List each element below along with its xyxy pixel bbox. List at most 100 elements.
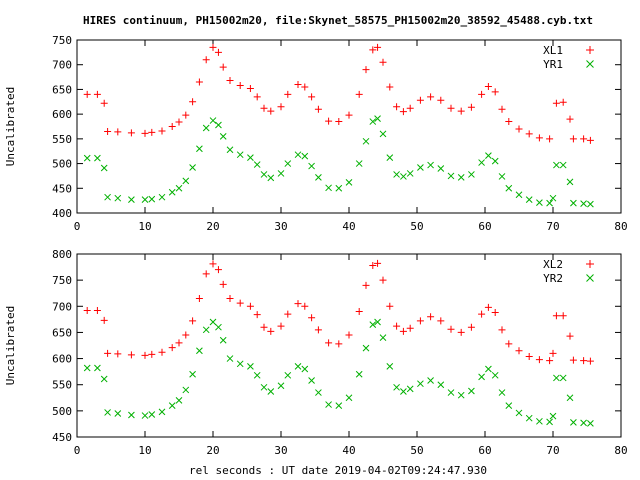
data-point [478,310,486,318]
data-point [355,370,363,378]
data-point [114,194,122,202]
data-point [345,111,353,119]
data-point [427,161,434,169]
data-point [362,137,370,145]
data-point [168,188,176,196]
x-tick-label: 70 [546,220,559,233]
data-point [308,377,315,384]
data-point [141,129,149,137]
data-point [491,157,499,165]
series-YR2 [83,318,594,427]
data-point [406,170,414,177]
y-tick-label: 550 [52,379,72,392]
data-point [277,382,285,390]
x-tick-label: 70 [546,444,559,457]
data-point [168,402,176,409]
data-point [559,98,567,106]
data-point [437,96,445,104]
data-point [189,317,197,325]
data-point [498,389,506,396]
data-point [83,90,91,98]
data-point [355,160,363,167]
data-point [189,98,197,106]
data-point [294,363,302,370]
data-point [345,179,353,186]
data-point [457,174,465,181]
data-point [393,103,401,111]
data-point [525,196,533,204]
data-point [468,387,475,395]
panel-1: 0 10 20 30 40 50 60 70 80 400 450 500 550 600 650 700 75… [4,34,628,233]
legend-marker [586,46,594,54]
data-point [379,130,387,138]
data-point [586,136,594,144]
y-axis-label: Uncalibrated [4,306,17,385]
data-point [484,82,492,90]
data-point [566,115,574,123]
data-point [546,418,553,426]
series-XL2 [83,259,594,365]
data-point [246,84,254,92]
data-point [301,83,309,91]
data-point [158,348,166,356]
data-point [379,58,387,66]
x-tick-label: 20 [206,220,219,233]
data-point [284,310,292,318]
data-point [294,300,302,308]
data-point [260,323,268,331]
data-point [566,394,574,402]
data-point [100,375,108,383]
data-point [226,146,234,154]
data-point [386,302,394,310]
data-point [104,127,112,135]
data-point [457,328,465,336]
data-point [175,397,183,404]
series-XL1 [83,43,594,144]
data-point [202,56,210,64]
legend-label: XL1 [543,44,563,57]
data-point [335,402,343,409]
data-point [308,314,316,322]
data-point [505,402,513,409]
data-point [247,154,254,161]
data-point [552,312,560,320]
data-point [325,184,332,192]
data-point [141,196,149,204]
data-point [325,117,333,125]
data-point [393,171,400,178]
data-point [345,331,353,339]
data-point [195,294,203,302]
data-point [104,193,111,201]
data-point [400,388,407,395]
data-point [247,363,254,370]
data-point [369,262,377,270]
data-point [260,171,268,178]
data-point [369,321,377,328]
y-tick-label: 800 [52,248,72,261]
data-point [525,130,533,138]
data-point [447,172,455,180]
data-point [498,326,506,334]
data-point [314,105,322,113]
data-point [260,104,268,112]
data-point [362,344,370,352]
data-point [168,123,176,130]
data-point [214,266,222,274]
data-point [580,200,587,207]
legend-marker [586,260,594,268]
data-point [569,356,577,364]
data-point [374,115,381,122]
x-tick-label: 50 [410,444,423,457]
data-point [515,125,523,133]
data-point [369,118,377,125]
data-point [374,259,382,267]
data-point [515,191,523,199]
data-point [467,103,475,111]
data-point [546,357,554,365]
data-point [335,340,343,348]
x-tick-label: 40 [342,220,355,233]
data-point [104,409,111,416]
data-point [182,111,190,119]
x-tick-label: 40 [342,444,355,457]
